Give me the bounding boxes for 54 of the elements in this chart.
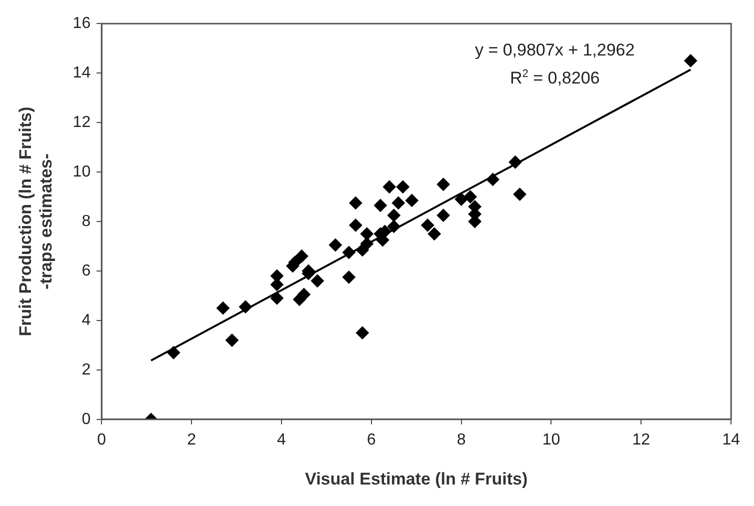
point — [270, 278, 284, 292]
point — [349, 196, 362, 210]
x-axis-title: Visual Estimate (ln # Fruits) — [305, 469, 528, 488]
point — [684, 54, 698, 68]
point — [405, 194, 418, 207]
point — [295, 250, 308, 263]
point — [428, 227, 441, 240]
point — [167, 346, 180, 360]
y-tick-label: 4 — [82, 312, 91, 329]
point — [464, 190, 477, 204]
point — [382, 180, 396, 194]
point — [360, 227, 374, 240]
y-tick-label: 6 — [82, 262, 91, 280]
point — [328, 238, 342, 252]
y-tick-label: 0 — [82, 410, 91, 428]
point — [508, 156, 522, 169]
x-tick-label: 4 — [277, 431, 286, 448]
point — [342, 270, 356, 284]
y-tick-label: 2 — [82, 361, 91, 378]
x-tick-label: 12 — [632, 431, 650, 448]
y-axis-title: Fruit Production (ln # Fruits) -traps estimates- — [16, 106, 56, 336]
x-tick-label: 0 — [97, 431, 106, 448]
point — [454, 192, 468, 206]
point — [349, 218, 362, 232]
x-tick-label: 2 — [187, 431, 196, 448]
point — [387, 220, 400, 233]
point — [238, 300, 252, 314]
x-tick-label: 8 — [456, 431, 466, 448]
point — [374, 198, 387, 212]
point — [216, 302, 230, 315]
annotation: y = 0,9807x + 1,2962 — [474, 40, 635, 60]
point — [342, 246, 356, 259]
x-tick-label: 10 — [542, 431, 560, 448]
y-tick-label: 14 — [72, 64, 91, 82]
point — [387, 208, 400, 222]
y-tick-label: 8 — [82, 212, 91, 230]
x-tick-label: 6 — [366, 431, 376, 448]
point — [421, 218, 434, 232]
point — [513, 188, 526, 201]
point — [310, 274, 324, 288]
point — [486, 172, 500, 186]
point — [297, 288, 310, 301]
point — [225, 334, 238, 347]
point — [392, 196, 405, 210]
point — [436, 208, 450, 222]
point — [396, 180, 410, 194]
y-tick-label: 16 — [72, 15, 91, 32]
point — [360, 237, 374, 250]
y-tick-label: 10 — [72, 163, 91, 180]
point — [436, 178, 450, 191]
x-tick-label: 14 — [722, 431, 740, 448]
y-tick-label: 12 — [72, 114, 91, 131]
point — [356, 326, 369, 340]
point — [270, 292, 284, 305]
